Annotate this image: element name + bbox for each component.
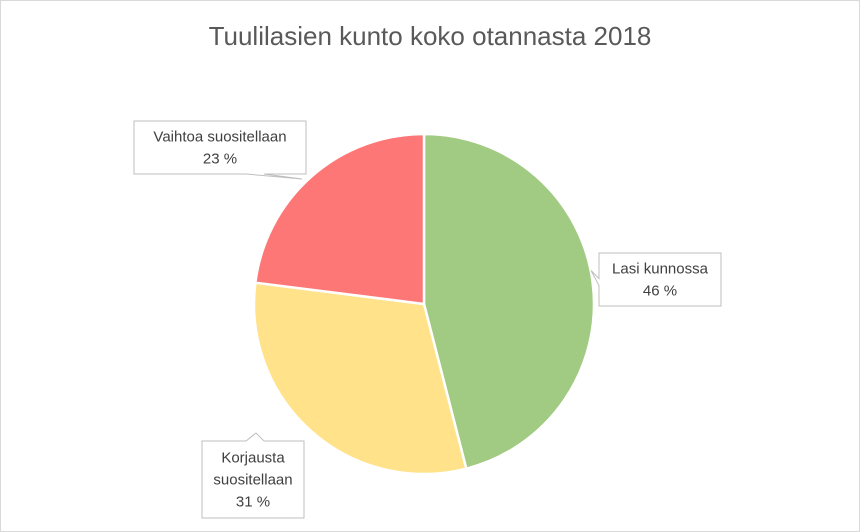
pie-slice-lasi-kunnossa [422,132,596,471]
data-label-category: Korjausta [221,450,285,467]
data-label-lasi-kunnossa: Lasi kunnossa 46 % [590,252,722,307]
callout-box [201,432,305,519]
data-label-vaihtoa-suositellaan: Vaihtoa suositellaan 23 % [133,120,307,180]
data-label-value: 46 % [643,283,677,300]
pie-slice-vaihtoa-suositellaan [253,132,426,306]
data-label-callouts: Lasi kunnossa 46 % Korjausta suositellaan 31… [133,120,722,519]
data-label-category: Lasi kunnossa [612,261,709,278]
data-label-category: suositellaan [213,472,292,489]
pie-slices [252,132,596,476]
chart-title: Tuulilasien kunto koko otannasta 2018 [208,21,652,51]
callout-box [590,252,722,307]
data-label-value: 31 % [236,494,270,511]
data-label-value: 23 % [203,151,237,168]
pie-slice-korjausta-suositellaan [252,281,468,476]
data-label-korjausta-suositellaan: Korjausta suositellaan 31 % [201,432,305,519]
callout-box [133,120,307,180]
data-label-category: Vaihtoa suositellaan [153,129,286,146]
